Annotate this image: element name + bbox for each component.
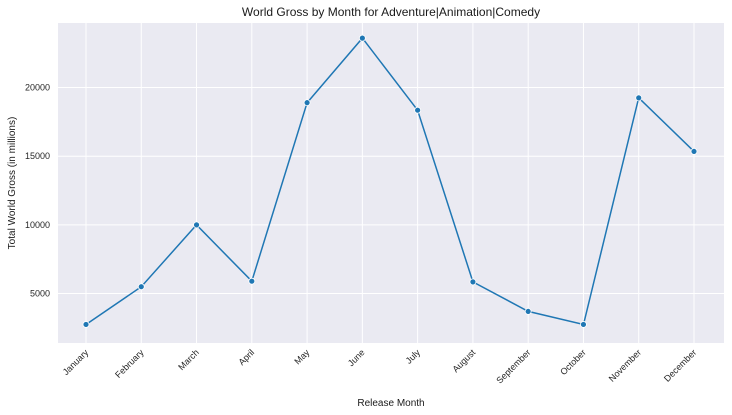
series-line [85, 36, 695, 326]
x-tick-label: February [113, 347, 146, 380]
data-point [303, 99, 311, 107]
data-point [635, 94, 643, 102]
x-tick-label: April [236, 347, 256, 367]
x-tick-label: July [404, 347, 423, 366]
data-point [414, 106, 422, 114]
x-tick-label: May [292, 347, 311, 366]
y-tick-label: 5000 [30, 289, 50, 299]
y-axis-label: Total World Gross (in millions) [7, 117, 18, 250]
x-tick-label: January [61, 347, 91, 377]
data-point [580, 321, 587, 328]
data-point [193, 221, 200, 229]
gridlines [58, 23, 724, 343]
x-axis-ticks: January February March April May June July Augu… [61, 347, 699, 386]
plot-area [58, 23, 724, 343]
y-tick-label: 15000 [25, 151, 50, 161]
x-tick-label: December [662, 347, 698, 383]
chart-title: World Gross by Month for Adventure|Anima… [242, 5, 540, 19]
x-tick-label: September [494, 347, 532, 385]
y-tick-label: 10000 [25, 220, 50, 230]
x-tick-label: November [607, 347, 643, 383]
data-point [358, 34, 366, 42]
data-point [524, 308, 532, 315]
x-tick-label: June [346, 347, 367, 368]
data-point [469, 278, 477, 286]
data-point [690, 148, 698, 155]
x-tick-label: August [450, 347, 477, 374]
data-point [137, 283, 145, 291]
x-tick-label: October [558, 347, 588, 377]
y-tick-label: 20000 [25, 83, 50, 93]
x-axis-label: Release Month [357, 398, 424, 409]
data-points [82, 34, 698, 328]
data-point [82, 321, 90, 328]
x-tick-label: March [176, 347, 201, 372]
y-axis-ticks: 5000 10000 15000 20000 [25, 83, 50, 299]
data-point [248, 277, 256, 285]
